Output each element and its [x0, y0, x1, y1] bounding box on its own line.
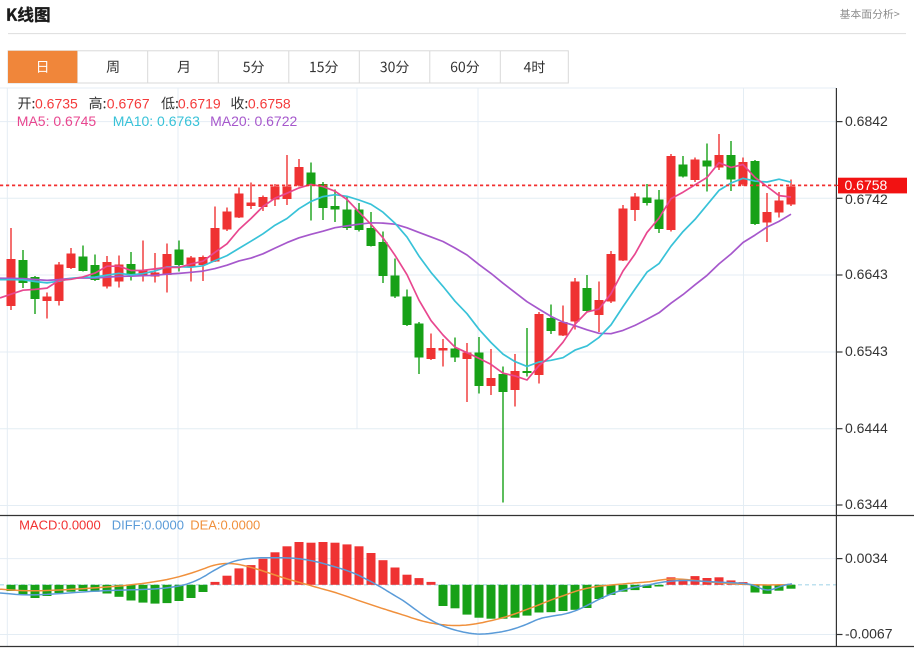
svg-text:0.6543: 0.6543: [845, 343, 888, 359]
svg-text:0.6643: 0.6643: [845, 266, 888, 282]
svg-text:0.0034: 0.0034: [845, 550, 888, 566]
svg-text:0.6758: 0.6758: [248, 95, 291, 111]
svg-text:0.6735: 0.6735: [35, 95, 78, 111]
svg-text:0.6719: 0.6719: [178, 95, 221, 111]
svg-text:MACD:0.0000: MACD:0.0000: [19, 518, 101, 533]
svg-text:0.6842: 0.6842: [845, 113, 888, 129]
svg-text:DEA:0.0000: DEA:0.0000: [190, 518, 260, 533]
svg-text:DIFF:0.0000: DIFF:0.0000: [112, 518, 184, 533]
svg-text:0.6344: 0.6344: [845, 496, 888, 512]
svg-text:0.6742: 0.6742: [845, 191, 888, 207]
svg-text:0.6444: 0.6444: [845, 420, 888, 436]
svg-text:MA10: 0.6763: MA10: 0.6763: [113, 113, 200, 129]
svg-text:0.6767: 0.6767: [107, 95, 150, 111]
svg-text:-0.0067: -0.0067: [845, 626, 893, 642]
svg-text:MA20: 0.6722: MA20: 0.6722: [210, 113, 297, 129]
svg-text:0.6758: 0.6758: [845, 177, 888, 193]
svg-text:MA5: 0.6745: MA5: 0.6745: [17, 113, 97, 129]
